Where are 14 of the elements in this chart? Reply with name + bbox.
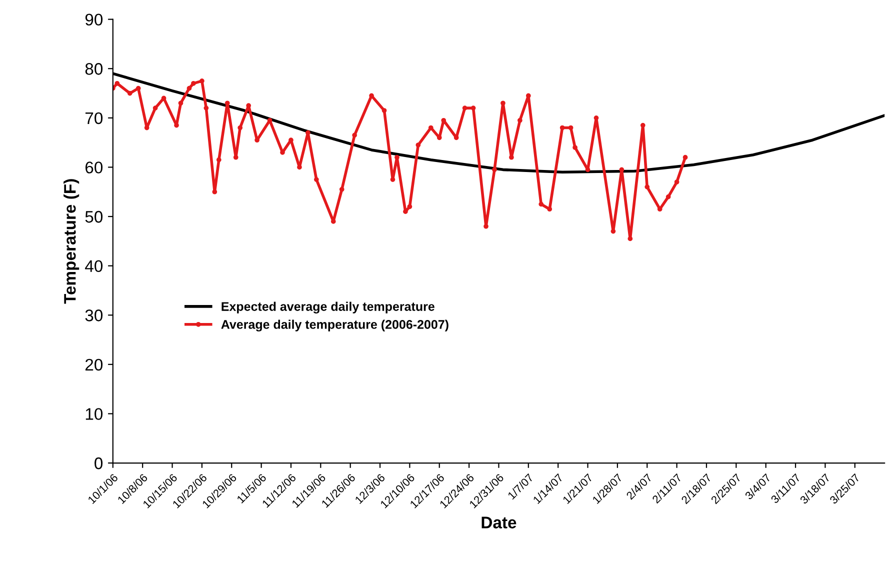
x-axis-title: Date [482,516,516,528]
y-tick-label: 50 [85,210,103,223]
y-tick-label: 70 [86,112,103,124]
y-tick-label: 20 [85,358,103,371]
y-tick-label: 80 [85,63,103,75]
y-tick-label: 40 [85,260,103,272]
y-axis-title: Temperature (F) [64,179,80,304]
y-tick-label: 60 [85,162,103,174]
y-tick-label: 0 [94,457,103,470]
legend-label: Expected average daily temperature [222,302,434,314]
y-tick-label: 30 [85,310,103,322]
y-tick-label: 10 [86,408,103,420]
y-tick-label: 90 [85,14,103,26]
legend-label: Average daily temperature (2006-2007) [221,320,448,332]
